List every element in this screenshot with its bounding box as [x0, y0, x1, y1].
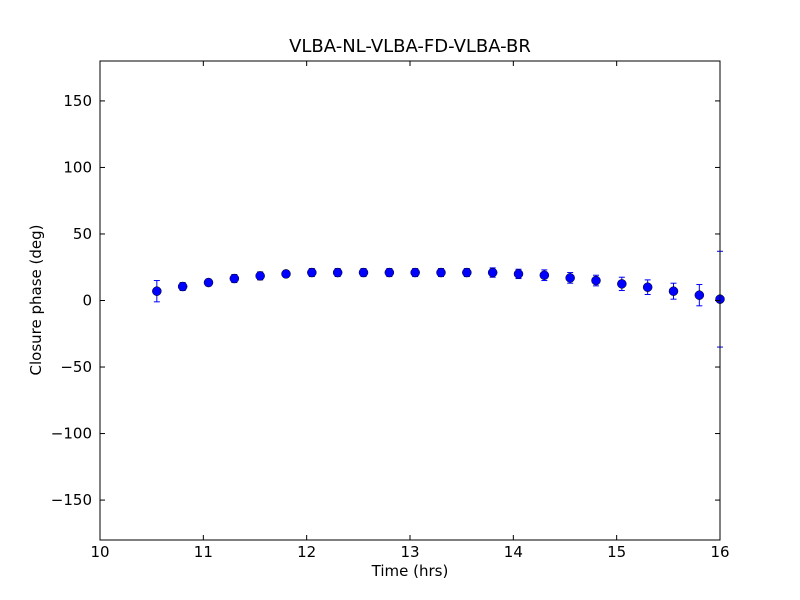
data-point: [229, 273, 240, 284]
data-point-group: [410, 267, 420, 278]
data-point-group: [462, 267, 472, 278]
data-point: [410, 267, 420, 278]
data-point-group: [152, 280, 162, 303]
data-point-group: [358, 267, 369, 278]
data-point: [565, 273, 575, 283]
data-point-group: [617, 276, 627, 292]
data-point-group: [487, 267, 498, 278]
y-tick-label: −150: [51, 491, 92, 509]
data-point: [591, 275, 601, 286]
data-point: [152, 286, 162, 296]
data-point-group: [694, 284, 705, 307]
data-point: [513, 269, 524, 279]
data-point-group: [565, 272, 575, 284]
data-point-group: [281, 269, 291, 279]
data-point: [617, 279, 627, 289]
data-point: [642, 282, 653, 292]
data-point-group: [591, 274, 601, 287]
data-point: [177, 281, 188, 292]
data-point-group: [436, 267, 446, 278]
data-point: [487, 267, 498, 278]
data-point-group: [255, 271, 265, 281]
y-tick-label: −100: [51, 425, 92, 443]
plot-area: [152, 250, 725, 348]
data-point: [281, 269, 291, 279]
data-point: [668, 286, 679, 296]
x-axis-label: Time (hrs): [371, 562, 449, 580]
x-tick-label: 12: [297, 543, 316, 561]
x-tick-label: 13: [400, 543, 419, 561]
y-tick-label: 150: [63, 92, 92, 110]
data-point-group: [332, 267, 343, 278]
data-point-group: [642, 279, 653, 296]
x-tick-label: 10: [90, 543, 109, 561]
data-point-group: [229, 273, 240, 284]
x-axis: 10 11 12 13 14 15 16: [90, 61, 730, 561]
data-point: [203, 277, 214, 288]
data-point: [436, 267, 446, 278]
data-point-group: [203, 277, 214, 288]
data-point-group: [384, 267, 395, 278]
data-point: [694, 290, 705, 300]
data-point-group: [177, 281, 188, 292]
y-tick-label: −50: [60, 358, 92, 376]
y-tick-label: 0: [82, 292, 92, 310]
axes-frame: [99, 60, 721, 541]
x-tick-label: 16: [710, 543, 729, 561]
data-point: [255, 271, 265, 281]
data-point: [462, 267, 472, 278]
x-tick-label: 14: [504, 543, 523, 561]
data-point-group: [307, 267, 317, 278]
chart-title: VLBA-NL-VLBA-FD-VLBA-BR: [289, 36, 531, 57]
y-tick-label: 50: [73, 225, 92, 243]
data-point-group: [513, 268, 524, 280]
data-point: [539, 270, 550, 280]
data-point: [384, 267, 395, 278]
data-point: [307, 267, 317, 278]
data-point-group: [539, 269, 550, 282]
data-point: [332, 267, 343, 278]
y-axis-label: Closure phase (deg): [27, 225, 45, 376]
x-tick-label: 11: [194, 543, 213, 561]
data-point: [358, 267, 369, 278]
data-point-group: [668, 282, 679, 300]
y-axis: 150 100 50 0 −50 −100 −150: [51, 92, 720, 509]
y-tick-label: 100: [63, 158, 92, 176]
x-tick-label: 15: [607, 543, 626, 561]
